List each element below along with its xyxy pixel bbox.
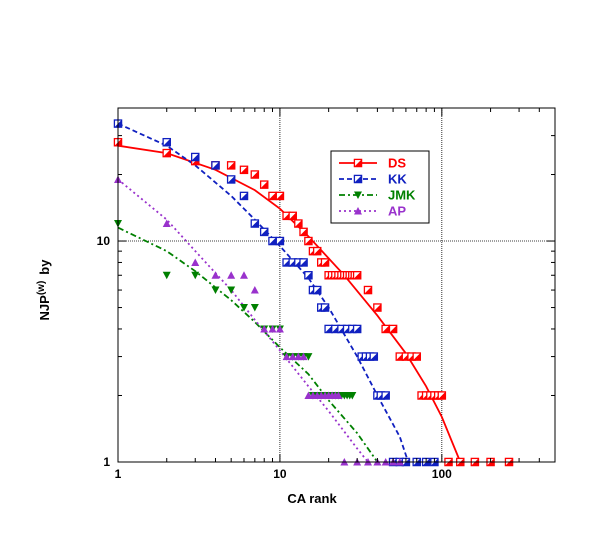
data-point-kk <box>352 324 362 334</box>
data-point-kk <box>211 161 220 170</box>
data-point-ap <box>282 352 291 361</box>
data-point-ds <box>288 211 297 221</box>
tick-labels: 1 10 100 1 10 <box>97 234 453 481</box>
data-point-ap <box>288 352 297 361</box>
data-point-ds <box>373 303 382 312</box>
legend-label-ds: DS <box>388 156 406 171</box>
legend-marker-kk <box>353 174 363 184</box>
data-point-ap <box>268 324 277 333</box>
data-point-ds <box>299 227 308 237</box>
data-point-jmk <box>250 304 259 312</box>
x-tick-label: 100 <box>432 467 452 481</box>
data-point-jmk <box>227 286 236 295</box>
data-point-ds <box>162 148 171 158</box>
data-point-ap <box>275 324 284 333</box>
data-point-kk <box>312 285 322 295</box>
data-point-kk <box>226 175 236 184</box>
y-axis-label: NJP(w) by <box>36 259 52 321</box>
fit-line-ap <box>117 178 369 463</box>
data-point-ap <box>260 324 269 333</box>
data-point-ds <box>363 285 373 295</box>
data-point-ds <box>412 352 421 361</box>
data-point-jmk <box>162 271 171 280</box>
data-point-jmk <box>211 286 220 295</box>
x-axis-label: CA rank <box>287 491 337 506</box>
y-axis-label-sup: (w) <box>36 281 47 295</box>
data-point-ap <box>239 271 248 279</box>
y-axis-label-suffix: by <box>37 259 52 275</box>
data-point-ds <box>352 271 362 280</box>
data-markers <box>113 119 514 467</box>
data-point-jmk <box>191 271 200 280</box>
data-point-ds <box>381 324 390 334</box>
x-tick-label: 10 <box>273 467 287 481</box>
data-point-kk <box>191 152 200 162</box>
data-point-kk <box>381 391 390 400</box>
y-axis-label-main: NJP <box>37 295 52 321</box>
data-point-ds <box>312 246 322 256</box>
data-point-ds <box>226 161 236 170</box>
data-point-ds <box>268 191 277 201</box>
data-point-ds <box>304 236 313 246</box>
data-point-ap <box>334 391 343 399</box>
legend-marker-ap <box>354 207 362 215</box>
data-point-kk <box>299 258 308 267</box>
data-point-kk <box>268 236 277 246</box>
legend-item-kk: KK <box>339 172 407 187</box>
data-point-ap <box>211 271 220 279</box>
data-point-ap <box>250 286 259 294</box>
data-point-jmk <box>239 304 248 312</box>
data-point-ap <box>294 352 303 361</box>
data-point-kk <box>162 137 171 147</box>
gridlines <box>118 108 555 462</box>
y-tick-label: 1 <box>103 455 110 469</box>
x-tick-label: 1 <box>115 467 122 481</box>
legend-box <box>330 150 430 224</box>
legend-marker-jmk <box>354 191 362 199</box>
legend-item-ds: DS <box>339 156 406 171</box>
data-point-ds <box>259 180 269 189</box>
data-point-ds <box>320 258 330 267</box>
data-point-ds <box>388 324 398 334</box>
data-point-kk <box>369 352 379 361</box>
data-point-kk <box>320 303 330 312</box>
data-point-ds <box>294 219 303 228</box>
data-point-kk <box>250 219 260 228</box>
y-tick-label: 10 <box>97 234 111 248</box>
data-point-ap <box>299 352 308 361</box>
svg-text:NJP(w)by: NJP(w) by <box>36 259 52 321</box>
legend-label-jmk: JMK <box>388 188 416 203</box>
data-point-kk <box>275 236 285 246</box>
data-point-ap <box>162 219 171 228</box>
legend-label-ap: AP <box>388 204 406 219</box>
axis-ticks <box>117 107 556 463</box>
data-point-kk <box>259 227 269 237</box>
data-point-jmk <box>304 353 313 361</box>
data-point-ds <box>239 165 249 175</box>
legend-label-kk: KK <box>388 172 407 187</box>
data-point-kk <box>239 191 249 201</box>
data-point-jmk <box>348 391 357 400</box>
legend-item-jmk: JMK <box>339 188 416 203</box>
data-point-ds <box>275 191 285 201</box>
fit-line-jmk <box>117 226 379 463</box>
data-point-ap <box>227 271 236 279</box>
data-point-ap <box>191 258 200 266</box>
plot-frame <box>117 107 556 463</box>
legend-item-ap: AP <box>339 204 406 219</box>
data-point-ds <box>250 170 260 179</box>
data-point-kk <box>304 271 313 280</box>
legend-marker-ds <box>353 158 363 168</box>
data-point-ds <box>437 391 447 400</box>
